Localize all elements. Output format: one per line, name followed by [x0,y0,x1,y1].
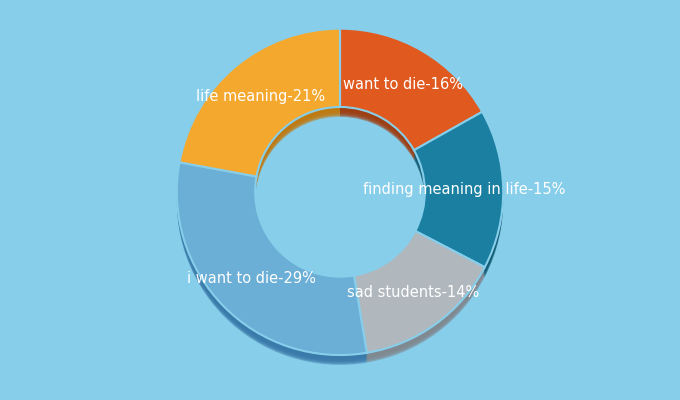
Wedge shape [340,34,482,155]
Text: life meaning-21%: life meaning-21% [196,89,325,104]
Wedge shape [177,165,367,358]
Text: sad students-14%: sad students-14% [347,285,479,300]
Wedge shape [177,170,367,362]
Wedge shape [414,112,503,267]
Wedge shape [177,172,367,365]
Wedge shape [414,118,503,274]
Wedge shape [340,29,482,150]
Wedge shape [180,29,340,176]
Wedge shape [354,236,485,358]
Wedge shape [414,120,503,276]
Wedge shape [180,36,340,184]
Text: i want to die-29%: i want to die-29% [187,271,316,286]
Wedge shape [414,122,503,277]
Wedge shape [414,116,503,271]
Wedge shape [354,233,485,354]
Wedge shape [340,36,482,158]
Wedge shape [354,240,485,362]
Wedge shape [414,119,503,274]
Text: want to die-16%: want to die-16% [343,77,462,92]
Wedge shape [180,38,340,186]
Wedge shape [180,35,340,183]
Wedge shape [414,115,503,270]
Wedge shape [340,30,482,152]
Wedge shape [177,171,367,364]
Wedge shape [177,166,367,359]
Wedge shape [414,114,503,269]
Wedge shape [177,164,367,357]
Wedge shape [180,34,340,182]
Wedge shape [340,38,482,160]
Text: finding meaning in life-15%: finding meaning in life-15% [363,182,565,197]
Wedge shape [180,37,340,185]
Wedge shape [354,234,485,356]
Wedge shape [354,238,485,360]
Wedge shape [180,30,340,178]
Wedge shape [340,32,482,153]
Wedge shape [180,33,340,180]
Wedge shape [354,231,485,353]
Wedge shape [354,237,485,359]
Wedge shape [354,241,485,363]
Wedge shape [180,32,340,179]
Wedge shape [177,162,367,355]
Wedge shape [340,35,482,156]
Wedge shape [177,169,367,361]
Wedge shape [354,235,485,357]
Wedge shape [340,37,482,159]
Wedge shape [414,117,503,272]
Wedge shape [340,33,482,154]
Wedge shape [177,168,367,360]
